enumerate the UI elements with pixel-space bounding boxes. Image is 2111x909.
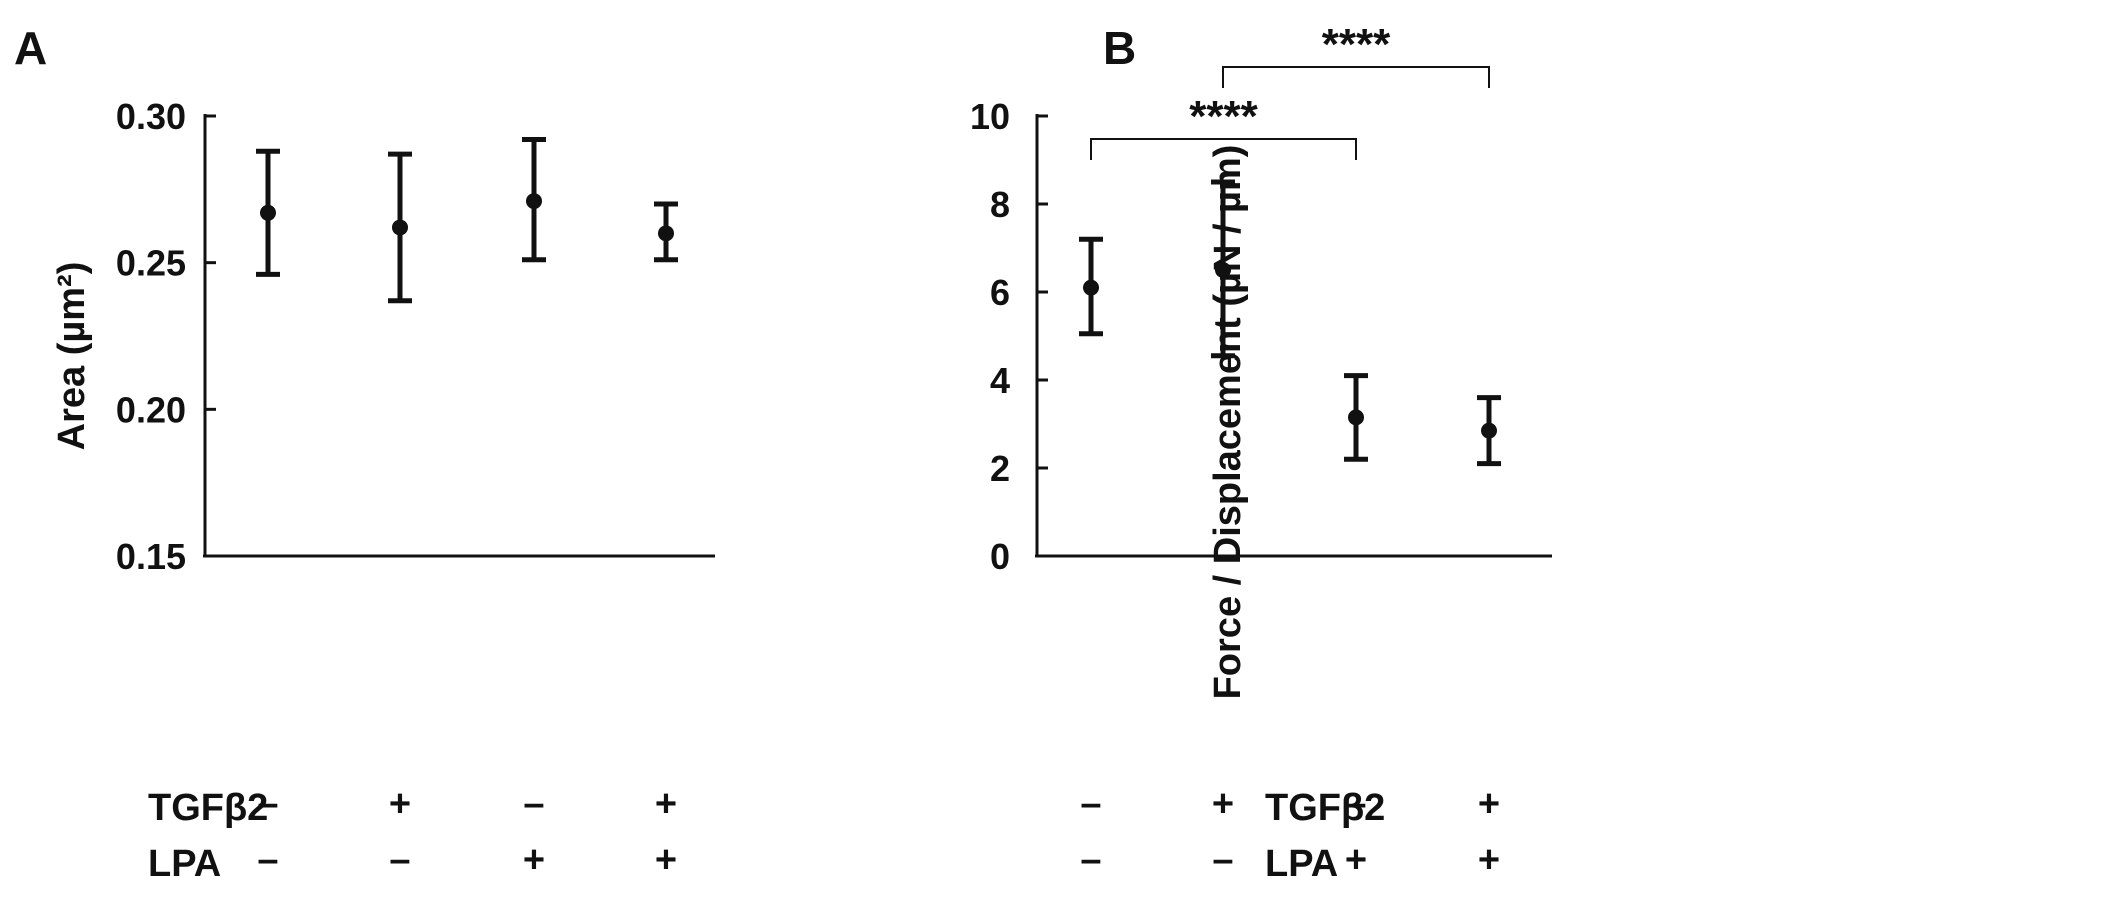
y-tick-label: 0 — [990, 536, 1010, 577]
y-tick-label: 8 — [990, 184, 1010, 225]
condition-sign: + — [655, 839, 677, 881]
condition-sign: + — [1212, 783, 1234, 825]
y-tick-label: 4 — [990, 360, 1010, 401]
y-tick-label: 6 — [990, 272, 1010, 313]
y-tick-label: 0.20 — [116, 389, 186, 430]
plot-area: 0 2 4 6 8 10 – + – + – – + + **** **** — [970, 20, 1552, 881]
mean-point — [526, 193, 542, 210]
condition-sign: + — [389, 783, 411, 825]
mean-point — [1215, 262, 1231, 278]
condition-sign: – — [257, 783, 278, 825]
condition-sign: + — [1478, 839, 1500, 881]
condition-sign: – — [1345, 783, 1366, 825]
y-tick-label: 0.30 — [116, 96, 186, 137]
condition-label-tgfb2: TGFβ2 — [148, 787, 268, 829]
significance-bracket — [1090, 138, 1357, 160]
y-tick-label: 2 — [990, 448, 1010, 489]
panel-letter: B — [1103, 22, 1136, 74]
mean-point — [1083, 279, 1099, 296]
mean-point — [658, 225, 674, 242]
mean-point — [392, 219, 408, 236]
plot-area: 0.15 0.20 0.25 0.30 – + – + – – + + — [116, 96, 715, 881]
condition-sign: + — [1478, 783, 1500, 825]
y-tick-label: 0.25 — [116, 243, 186, 284]
condition-label-tgfb2: TGFβ2 — [1265, 787, 1385, 829]
y-tick-label: 0.15 — [116, 536, 186, 577]
panel-letter: A — [14, 22, 47, 74]
condition-label-lpa: LPA — [148, 843, 221, 885]
mean-point — [260, 204, 276, 221]
panel-a: A Area (µm²) TGFβ2 LPA 0.15 0.20 0.25 0.30 –… — [14, 22, 715, 885]
significance-label: **** — [1189, 92, 1258, 141]
condition-sign: + — [1345, 839, 1367, 881]
condition-sign: – — [389, 839, 410, 881]
significance-label: **** — [1322, 20, 1391, 69]
condition-sign: + — [655, 783, 677, 825]
condition-sign: + — [523, 839, 545, 881]
significance-bracket — [1222, 66, 1490, 88]
condition-sign: – — [1080, 839, 1101, 881]
condition-sign: – — [1080, 783, 1101, 825]
mean-point — [1481, 422, 1497, 439]
y-axis-label: Force / Displacement (µN / µm) — [1207, 145, 1249, 700]
panel-b: B Force / Displacement (µN / µm) TGFβ2 L… — [970, 20, 1552, 885]
condition-sign: – — [1212, 839, 1233, 881]
condition-label-lpa: LPA — [1265, 843, 1338, 885]
mean-point — [1348, 409, 1364, 426]
y-axis-label: Area (µm²) — [51, 262, 93, 451]
condition-sign: – — [257, 839, 278, 881]
y-tick-label: 10 — [970, 96, 1010, 137]
condition-sign: – — [523, 783, 544, 825]
